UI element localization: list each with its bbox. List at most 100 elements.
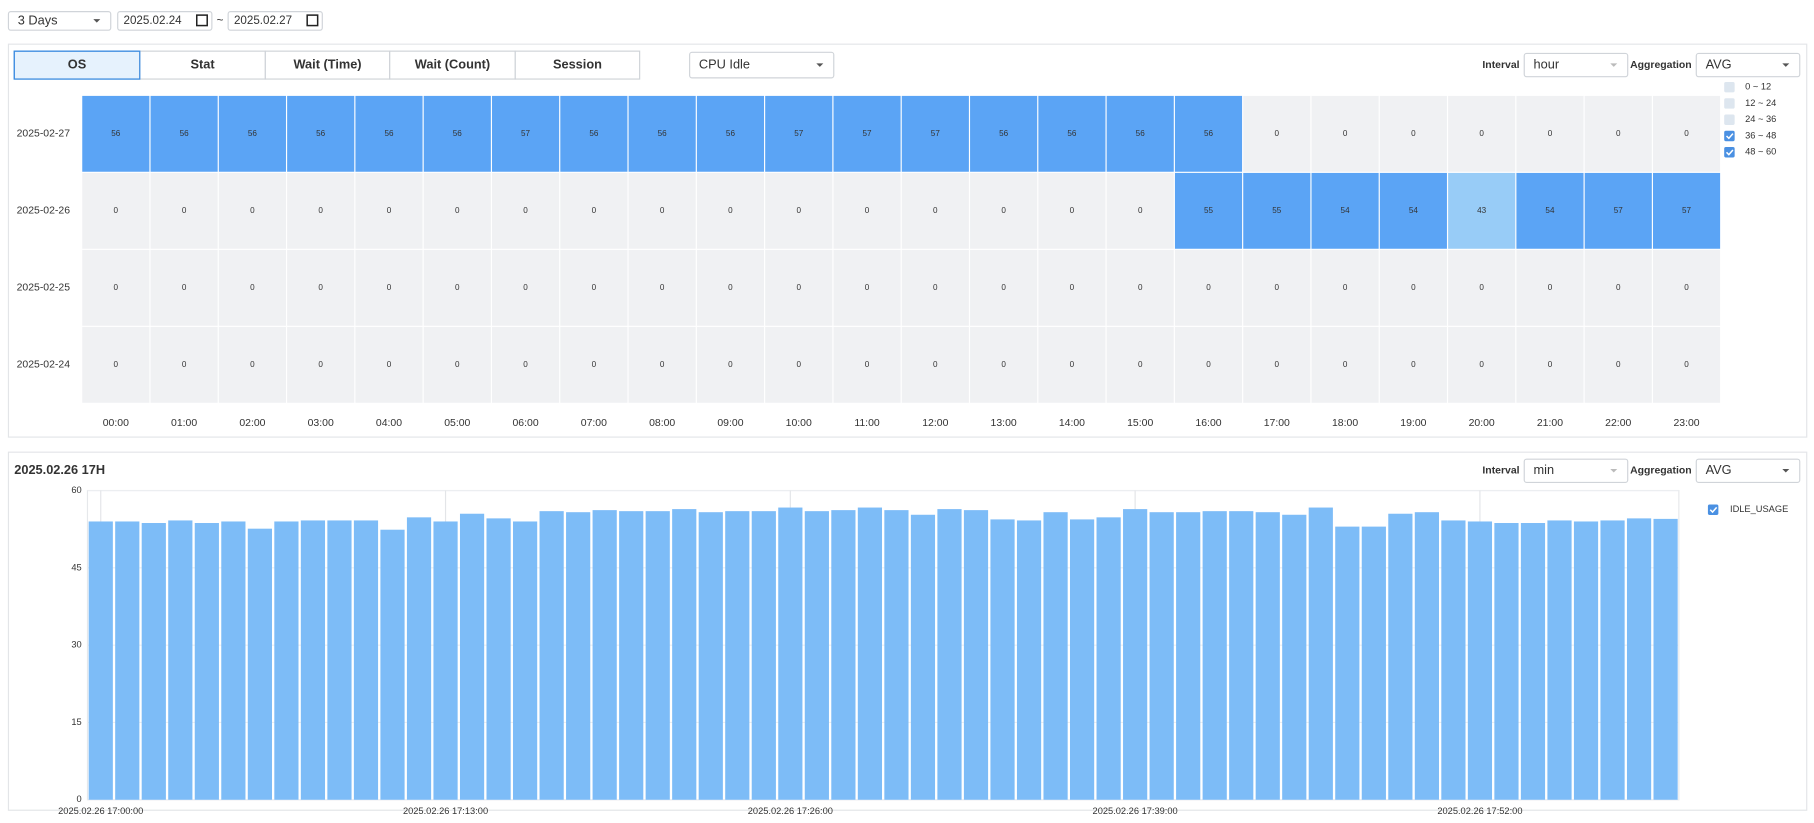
bar[interactable]	[672, 509, 697, 800]
heatmap-cell[interactable]	[1379, 326, 1447, 403]
heatmap-cell[interactable]	[1516, 95, 1584, 172]
bar[interactable]	[619, 511, 644, 800]
bar[interactable]	[115, 521, 140, 800]
bar[interactable]	[910, 514, 936, 800]
heatmap-cell[interactable]	[1311, 249, 1379, 326]
bar[interactable]	[884, 510, 909, 800]
heatmap-cell[interactable]	[150, 95, 218, 172]
heatmap-cell[interactable]	[1379, 95, 1447, 172]
bar[interactable]	[1043, 512, 1068, 800]
heatmap-cell[interactable]	[970, 95, 1038, 172]
bar[interactable]	[194, 523, 219, 800]
bar[interactable]	[990, 519, 1015, 800]
bar[interactable]	[1016, 520, 1042, 800]
range-select[interactable]	[7, 11, 112, 31]
bar[interactable]	[1202, 511, 1227, 800]
bar[interactable]	[274, 521, 299, 800]
heatmap-cell[interactable]	[901, 172, 969, 249]
bar[interactable]	[513, 521, 538, 800]
legend-checkbox[interactable]	[1724, 147, 1735, 158]
heatmap-cell[interactable]	[765, 95, 833, 172]
heatmap-cell[interactable]	[628, 249, 696, 326]
heatmap-cell[interactable]	[1174, 249, 1243, 326]
bar[interactable]	[804, 511, 829, 800]
heatmap-cell[interactable]	[423, 172, 491, 249]
bar[interactable]	[88, 521, 113, 800]
bar[interactable]	[1388, 513, 1413, 800]
heatmap-cell[interactable]	[833, 172, 901, 249]
bar[interactable]	[1123, 509, 1148, 800]
bar[interactable]	[1573, 521, 1599, 800]
heatmap-cell[interactable]	[696, 326, 765, 403]
bar[interactable]	[592, 510, 617, 800]
date-input[interactable]	[227, 11, 323, 31]
heatmap-cell[interactable]	[1516, 249, 1584, 326]
bar[interactable]	[1494, 523, 1519, 800]
heatmap-cell[interactable]	[1448, 172, 1516, 249]
heatmap-cell[interactable]	[82, 95, 150, 172]
heatmap-cell[interactable]	[765, 326, 833, 403]
heatmap-cell[interactable]	[1038, 172, 1106, 249]
bar[interactable]	[751, 511, 776, 800]
bar[interactable]	[1308, 507, 1333, 800]
heatmap-cell[interactable]	[150, 326, 218, 403]
heatmap-cell[interactable]	[970, 326, 1038, 403]
aggregation-select[interactable]	[1695, 52, 1801, 78]
bar[interactable]	[1626, 518, 1652, 800]
bar[interactable]	[1255, 512, 1280, 800]
heatmap-cell[interactable]	[1448, 326, 1516, 403]
bar[interactable]	[1520, 523, 1546, 800]
legend-checkbox[interactable]	[1707, 504, 1719, 515]
heatmap-cell[interactable]	[492, 172, 560, 249]
heatmap-cell[interactable]	[492, 326, 560, 403]
bar[interactable]	[566, 512, 591, 800]
heatmap-cell[interactable]	[1106, 172, 1174, 249]
tab[interactable]	[514, 50, 641, 80]
heatmap-cell[interactable]	[1584, 95, 1652, 172]
heatmap-cell[interactable]	[1379, 172, 1447, 249]
heatmap-cell[interactable]	[1038, 326, 1106, 403]
legend-checkbox[interactable]	[1724, 98, 1735, 109]
bar[interactable]	[778, 507, 803, 800]
heatmap-cell[interactable]	[1311, 326, 1379, 403]
bar[interactable]	[1441, 520, 1466, 800]
heatmap-cell[interactable]	[696, 95, 765, 172]
bar[interactable]	[221, 521, 246, 800]
bar[interactable]	[486, 518, 511, 800]
bar[interactable]	[857, 507, 883, 800]
heatmap-cell[interactable]	[1652, 95, 1721, 172]
heatmap-cell[interactable]	[1174, 326, 1243, 403]
heatmap-cell[interactable]	[901, 249, 969, 326]
heatmap-cell[interactable]	[1038, 95, 1106, 172]
heatmap-cell[interactable]	[218, 249, 286, 326]
heatmap-cell[interactable]	[560, 326, 628, 403]
heatmap-cell[interactable]	[492, 249, 560, 326]
bar[interactable]	[353, 520, 379, 800]
heatmap-cell[interactable]	[1243, 95, 1311, 172]
bar[interactable]	[963, 510, 989, 800]
tab[interactable]	[264, 50, 391, 80]
bar[interactable]	[645, 511, 670, 800]
heatmap-cell[interactable]	[1174, 95, 1243, 172]
heatmap-cell[interactable]	[1311, 172, 1379, 249]
heatmap-cell[interactable]	[218, 95, 286, 172]
bar[interactable]	[1361, 526, 1386, 800]
heatmap-cell[interactable]	[492, 95, 560, 172]
bar[interactable]	[539, 511, 564, 800]
heatmap-cell[interactable]	[355, 249, 423, 326]
heatmap-cell[interactable]	[1106, 249, 1174, 326]
heatmap-cell[interactable]	[150, 249, 218, 326]
heatmap-cell[interactable]	[628, 172, 696, 249]
heatmap-cell[interactable]	[287, 95, 355, 172]
heatmap-cell[interactable]	[287, 172, 355, 249]
legend-checkbox[interactable]	[1724, 114, 1735, 125]
bar[interactable]	[300, 520, 326, 800]
heatmap-cell[interactable]	[1174, 172, 1243, 249]
heatmap-cell[interactable]	[833, 326, 901, 403]
heatmap-cell[interactable]	[1652, 249, 1721, 326]
metric-select[interactable]	[689, 51, 835, 79]
bar[interactable]	[937, 509, 962, 800]
heatmap-cell[interactable]	[833, 249, 901, 326]
heatmap-cell[interactable]	[1243, 326, 1311, 403]
bar[interactable]	[459, 513, 485, 800]
